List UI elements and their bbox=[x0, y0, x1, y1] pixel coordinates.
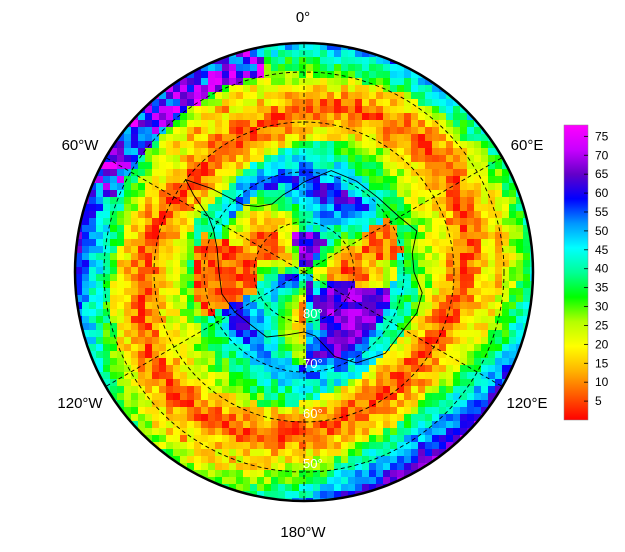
lon-label-0: 0° bbox=[296, 9, 310, 26]
lat-label-70: 70° bbox=[303, 356, 323, 371]
lat-label-50: 50° bbox=[303, 456, 323, 471]
lon-label-60w: 60°W bbox=[62, 137, 100, 154]
lon-label-180w: 180°W bbox=[280, 524, 326, 541]
colorbar-tick-label: 60 bbox=[595, 186, 609, 200]
data-field bbox=[75, 43, 533, 501]
colorbar-tick-label: 40 bbox=[595, 262, 609, 276]
latitude-circle bbox=[103, 71, 505, 473]
lat-label-60: 60° bbox=[303, 406, 323, 421]
meridian-line bbox=[105, 271, 305, 387]
colorbar-gradient bbox=[563, 124, 589, 421]
colorbar-tick-label: 25 bbox=[595, 318, 609, 332]
colorbar-tick-label: 20 bbox=[595, 337, 609, 351]
colorbar-tick-label: 45 bbox=[595, 243, 609, 257]
colorbar-tick-label: 10 bbox=[595, 375, 609, 389]
colorbar-tick-label: 5 bbox=[595, 394, 602, 408]
colorbar-tick-label: 35 bbox=[595, 281, 609, 295]
meridian-line bbox=[105, 157, 305, 273]
lon-label-120e: 120°E bbox=[506, 395, 547, 412]
meridian-line bbox=[303, 157, 503, 273]
colorbar-tick-label: 15 bbox=[595, 356, 609, 370]
latitude-circle bbox=[153, 121, 455, 423]
colorbar: 5 10 15 20 25 30 35 40 45 50 55 60 65 70 75 bbox=[563, 124, 609, 421]
map-boundary bbox=[73, 41, 535, 503]
colorbar-tick-label: 30 bbox=[595, 300, 609, 314]
colorbar-tick-label: 50 bbox=[595, 224, 609, 238]
lat-label-80: 80° bbox=[303, 306, 323, 321]
colorbar-tick-label: 70 bbox=[595, 148, 609, 162]
colorbar-tick-label: 65 bbox=[595, 167, 609, 181]
graticule bbox=[103, 43, 505, 501]
colorbar-tick-label: 55 bbox=[595, 205, 609, 219]
meridian-line bbox=[303, 271, 503, 387]
antarctica-coastline bbox=[184, 170, 423, 364]
colorbar-tick-label: 75 bbox=[595, 129, 609, 143]
lon-label-60e: 60°E bbox=[511, 137, 544, 154]
lon-label-120w: 120°W bbox=[57, 395, 103, 412]
